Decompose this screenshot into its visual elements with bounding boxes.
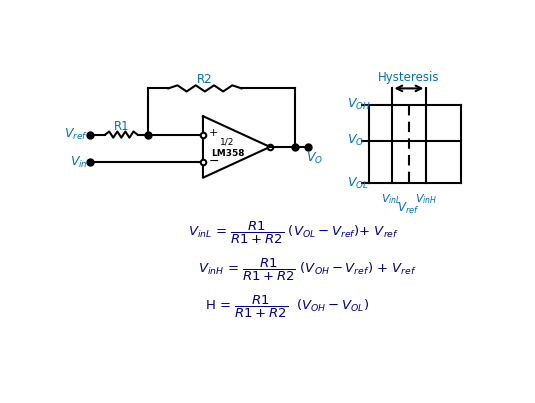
Text: $V_{OH}$: $V_{OH}$: [347, 97, 371, 112]
Text: $V_{inH}$ = $\dfrac{R1}{R1 + R2}$ $(V_{OH} - V_{ref})$ + $V_{ref}$: $V_{inH}$ = $\dfrac{R1}{R1 + R2}$ $(V_{O…: [197, 257, 416, 283]
Text: $V_{inH}$: $V_{inH}$: [415, 192, 438, 206]
Text: $V_{inL}$: $V_{inL}$: [381, 192, 402, 206]
Text: $V_O$: $V_O$: [347, 133, 364, 148]
Text: −: −: [209, 155, 220, 168]
Text: $V_{ref}$: $V_{ref}$: [398, 201, 420, 216]
Text: $V_{in}$: $V_{in}$: [70, 155, 87, 170]
Text: R1: R1: [113, 120, 129, 133]
Text: H = $\dfrac{R1}{R1 + R2}$  $(V_{OH} - V_{OL})$: H = $\dfrac{R1}{R1 + R2}$ $(V_{OH} - V_{…: [205, 294, 369, 320]
Text: +: +: [209, 128, 218, 138]
Text: $V_{inL}$ = $\dfrac{R1}{R1 + R2}$ $(V_{OL} - V_{ref})$+ $V_{ref}$: $V_{inL}$ = $\dfrac{R1}{R1 + R2}$ $(V_{O…: [188, 220, 399, 246]
Text: Hysteresis: Hysteresis: [378, 71, 440, 84]
Text: $V_O$: $V_O$: [306, 151, 323, 166]
Text: 1/2: 1/2: [220, 137, 235, 146]
Text: R2: R2: [197, 73, 213, 86]
Text: $V_{ref}$: $V_{ref}$: [64, 127, 87, 142]
Text: LM358: LM358: [211, 149, 244, 158]
Text: $V_{OL}$: $V_{OL}$: [347, 176, 369, 191]
